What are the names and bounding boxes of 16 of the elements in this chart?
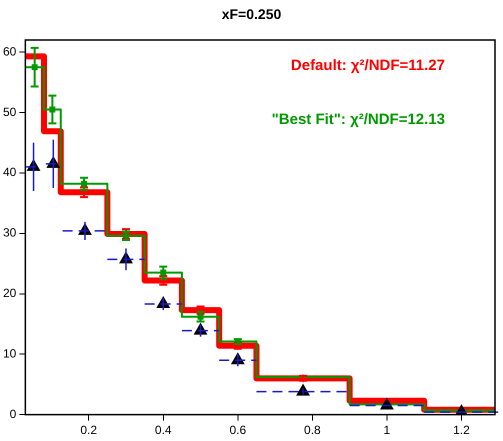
text: Default: χ²/NDF=11.27 [290,57,445,74]
text: "Best Fit": χ²/NDF=12.13 [272,111,445,128]
y-tick-label: 0 [10,406,17,421]
y-tick-label: 60 [2,44,17,58]
x-tick-label: 0.8 [304,423,322,438]
y-tick-label: 10 [2,346,17,360]
y-tick-label: 20 [2,286,17,300]
x-tick-label: 0.2 [80,423,98,438]
x-tick-label: 1.2 [453,423,470,438]
y-tick-label: 40 [2,165,17,180]
chart-title: xF=0.250 [220,6,282,22]
x-tick-label: 0.6 [229,423,246,438]
y-tick-label: 50 [2,104,17,119]
x-tick-label: 1 [384,423,391,438]
y-tick-label: 30 [2,226,17,240]
x-tick-label: 0.4 [154,423,172,438]
